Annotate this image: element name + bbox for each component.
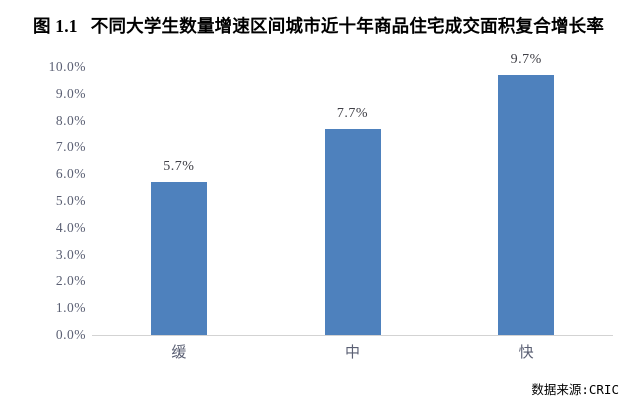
x-axis-line <box>92 335 613 336</box>
y-axis-tick-label: 5.0% <box>55 193 86 208</box>
bar-group: 7.7% <box>324 67 381 335</box>
plot-area: 5.7% 7.7% 9.7% <box>92 52 613 335</box>
x-axis: 缓中快 <box>92 341 613 369</box>
y-axis-tick-label: 4.0% <box>55 219 86 235</box>
bar[interactable] <box>324 128 381 335</box>
bar-value-label: 7.7% <box>336 105 369 121</box>
x-axis-tick-label: 缓 <box>171 345 187 361</box>
figure-title-text: 不同大学生数量增速区间城市近十年商品住宅成交面积复合增长率 <box>90 16 605 36</box>
y-axis-tick-label: 10.0% <box>48 59 86 74</box>
y-axis-tick-label: 2.0% <box>55 273 86 289</box>
bar-value-label: 9.7% <box>510 52 542 68</box>
y-axis-tick-label: 0.0% <box>55 327 86 342</box>
y-axis-tick-label: 1.0% <box>55 300 86 316</box>
bar[interactable] <box>150 182 207 335</box>
bar-value-label: 5.7% <box>163 159 195 175</box>
y-axis-tick-label: 9.0% <box>55 85 86 101</box>
y-axis: 10.0% 9.0% 8.0% 7.0% 6.0% 5.0% 4.0% 3.0% 2.0% 1.0… <box>20 0 86 412</box>
x-axis-tick-label: 快 <box>518 345 534 361</box>
y-axis-tick-label: 8.0% <box>55 112 86 128</box>
figure-number: 图 1.1 <box>33 16 78 36</box>
figure-title: 图 1.1 不同大学生数量增速区间城市近十年商品住宅成交面积复合增长率 <box>33 13 604 38</box>
y-axis-tick-label: 3.0% <box>55 246 86 262</box>
source-note: 数据来源:CRIC <box>531 382 619 397</box>
x-axis-tick-label: 中 <box>344 345 360 361</box>
y-axis-tick-label: 6.0% <box>55 166 86 182</box>
bar-group: 5.7% <box>150 67 207 335</box>
bar-group: 9.7% <box>498 52 555 335</box>
bar[interactable] <box>498 75 555 335</box>
y-axis-tick-label: 7.0% <box>55 139 86 155</box>
